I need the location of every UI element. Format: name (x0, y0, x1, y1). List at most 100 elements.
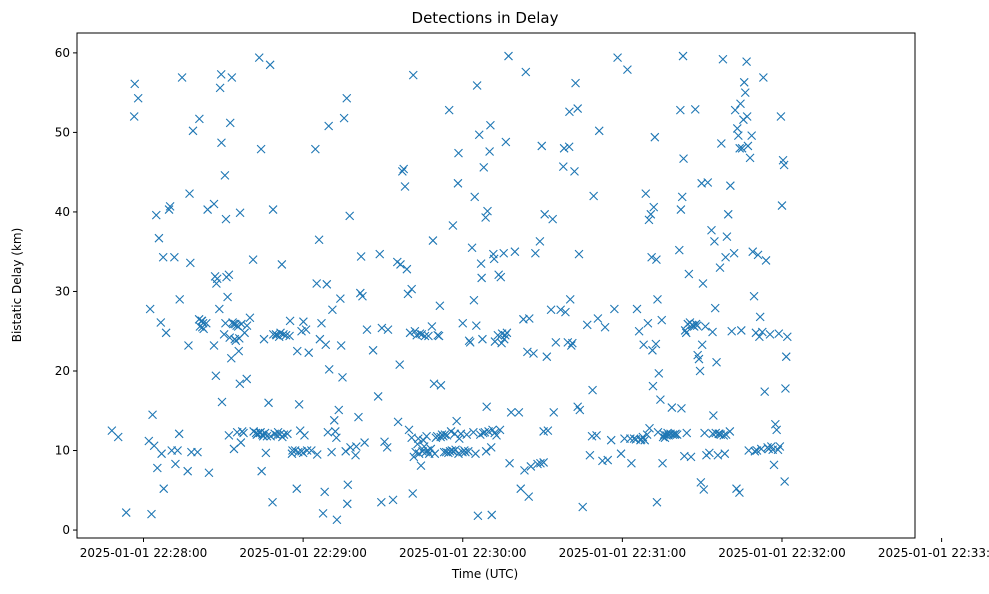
data-point (312, 450, 322, 459)
data-point (697, 340, 707, 350)
data-point (356, 252, 366, 261)
data-point (713, 450, 723, 460)
scatter-series (107, 51, 792, 525)
data-point (657, 315, 667, 325)
data-point (152, 463, 162, 473)
data-point (418, 435, 428, 445)
data-point (781, 384, 790, 393)
data-point (343, 480, 353, 490)
data-point (454, 434, 464, 443)
data-point (643, 318, 653, 328)
data-point (723, 209, 733, 219)
data-point (410, 326, 420, 336)
data-point (708, 411, 718, 420)
data-point (749, 291, 759, 301)
data-point (646, 209, 656, 219)
data-point (324, 365, 334, 374)
data-point (336, 341, 346, 350)
data-point (729, 248, 739, 258)
data-point (154, 233, 164, 243)
x-tick-label: 2025-01-01 22:31:00 (559, 546, 686, 560)
data-point (156, 318, 166, 327)
data-point (405, 328, 415, 338)
data-point (324, 121, 334, 131)
data-point (290, 446, 300, 455)
data-point (732, 124, 742, 133)
data-point (165, 201, 175, 211)
data-point (428, 236, 438, 245)
data-point (314, 235, 324, 245)
data-point (239, 428, 248, 438)
data-point (279, 430, 289, 440)
data-point (719, 431, 729, 440)
data-point (331, 433, 341, 443)
data-point (424, 331, 433, 341)
data-point (499, 248, 509, 258)
data-point (209, 199, 219, 209)
data-point (737, 143, 747, 153)
data-point (704, 448, 714, 458)
data-point (667, 403, 677, 412)
data-point (474, 130, 484, 140)
data-point (437, 430, 447, 440)
data-point (368, 345, 378, 355)
data-point (193, 447, 202, 457)
data-point (184, 341, 193, 350)
data-point (753, 250, 763, 260)
data-point (781, 352, 791, 362)
data-point (711, 428, 721, 438)
data-point (743, 141, 753, 151)
data-point (204, 468, 214, 478)
data-point (441, 447, 451, 457)
plot-area-frame (76, 32, 916, 539)
data-point (440, 430, 450, 440)
data-point (321, 340, 331, 350)
data-point (345, 211, 355, 221)
data-point (393, 417, 403, 427)
data-point (121, 508, 131, 517)
data-point (582, 320, 592, 330)
data-point (613, 53, 622, 63)
data-point (690, 104, 700, 114)
data-point (228, 318, 238, 327)
data-point (559, 143, 569, 153)
data-point (271, 330, 281, 339)
data-point (742, 57, 751, 67)
data-point (730, 105, 740, 115)
data-point (782, 332, 792, 342)
data-point (242, 374, 252, 384)
data-point (342, 93, 352, 103)
data-point (129, 112, 139, 121)
data-point (242, 321, 252, 331)
data-point (285, 316, 295, 326)
data-point (470, 192, 480, 202)
data-point (648, 381, 658, 391)
data-point (235, 379, 245, 389)
data-point (761, 256, 771, 265)
data-point (739, 77, 749, 87)
data-point (681, 328, 691, 338)
data-point (171, 459, 180, 469)
data-point (183, 466, 193, 476)
data-point (373, 392, 383, 401)
data-point (435, 301, 445, 311)
data-point (130, 79, 140, 89)
data-point (627, 458, 636, 468)
data-point (342, 499, 352, 509)
data-point (757, 327, 767, 337)
data-point (328, 305, 337, 315)
data-point (468, 427, 478, 437)
data-point (436, 380, 446, 390)
data-point (158, 252, 168, 262)
data-point (434, 331, 444, 341)
data-point (422, 431, 431, 441)
data-point (449, 446, 458, 456)
data-point (603, 455, 613, 465)
data-point (266, 431, 276, 441)
data-point (684, 269, 694, 279)
data-point (380, 437, 389, 447)
data-point (715, 263, 725, 272)
data-point (747, 131, 757, 140)
